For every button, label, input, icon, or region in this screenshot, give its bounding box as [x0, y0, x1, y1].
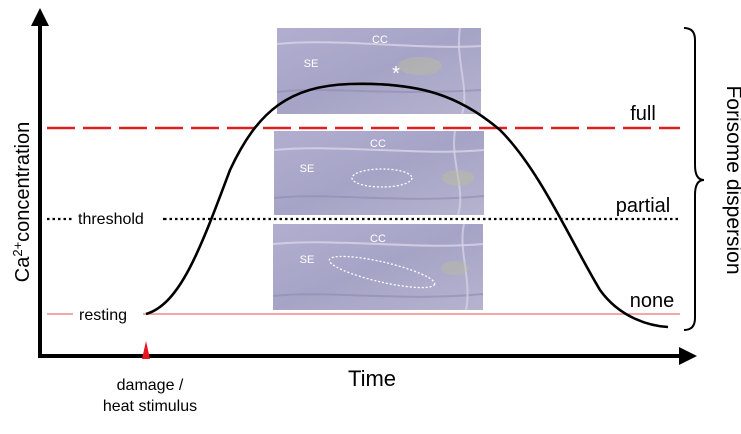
- asterisk-marker: *: [392, 63, 400, 85]
- micrograph-none: CC SE: [272, 223, 484, 311]
- micrograph-partial: CC SE: [273, 130, 485, 216]
- dispersion-brace: [683, 27, 705, 331]
- x-axis-label: Time: [348, 366, 396, 391]
- calcium-concentration-curve: [145, 82, 669, 329]
- micrograph-none-se-label: SE: [300, 254, 315, 266]
- y-axis-arrow: [31, 8, 49, 26]
- micrograph-none-cc-label: CC: [370, 233, 386, 245]
- micrograph-partial-cc-label: CC: [370, 138, 386, 150]
- micrograph-full-se-label: SE: [304, 58, 319, 70]
- forisome-dispersion-label: Forisome dispersion: [722, 85, 741, 274]
- micrograph-full-cc-label: CC: [372, 34, 388, 46]
- x-axis-arrow: [679, 347, 697, 365]
- forisome-outline-none: [328, 255, 436, 289]
- level-partial-label: partial: [616, 195, 670, 217]
- stimulus-label-line2: heat stimulus: [103, 398, 197, 415]
- level-none-label: none: [630, 290, 675, 312]
- forisome-outline-partial: [351, 168, 413, 188]
- stimulus-label-line1: damage /: [117, 377, 184, 394]
- level-full-label: full: [630, 103, 656, 125]
- micrograph-full: CC SE *: [276, 27, 482, 115]
- threshold-label: threshold: [78, 211, 144, 228]
- y-axis-label: Ca2+concentration: [10, 122, 34, 282]
- stimulus-marker: [142, 341, 150, 359]
- resting-label: resting: [79, 307, 127, 324]
- micrograph-partial-se-label: SE: [300, 163, 315, 175]
